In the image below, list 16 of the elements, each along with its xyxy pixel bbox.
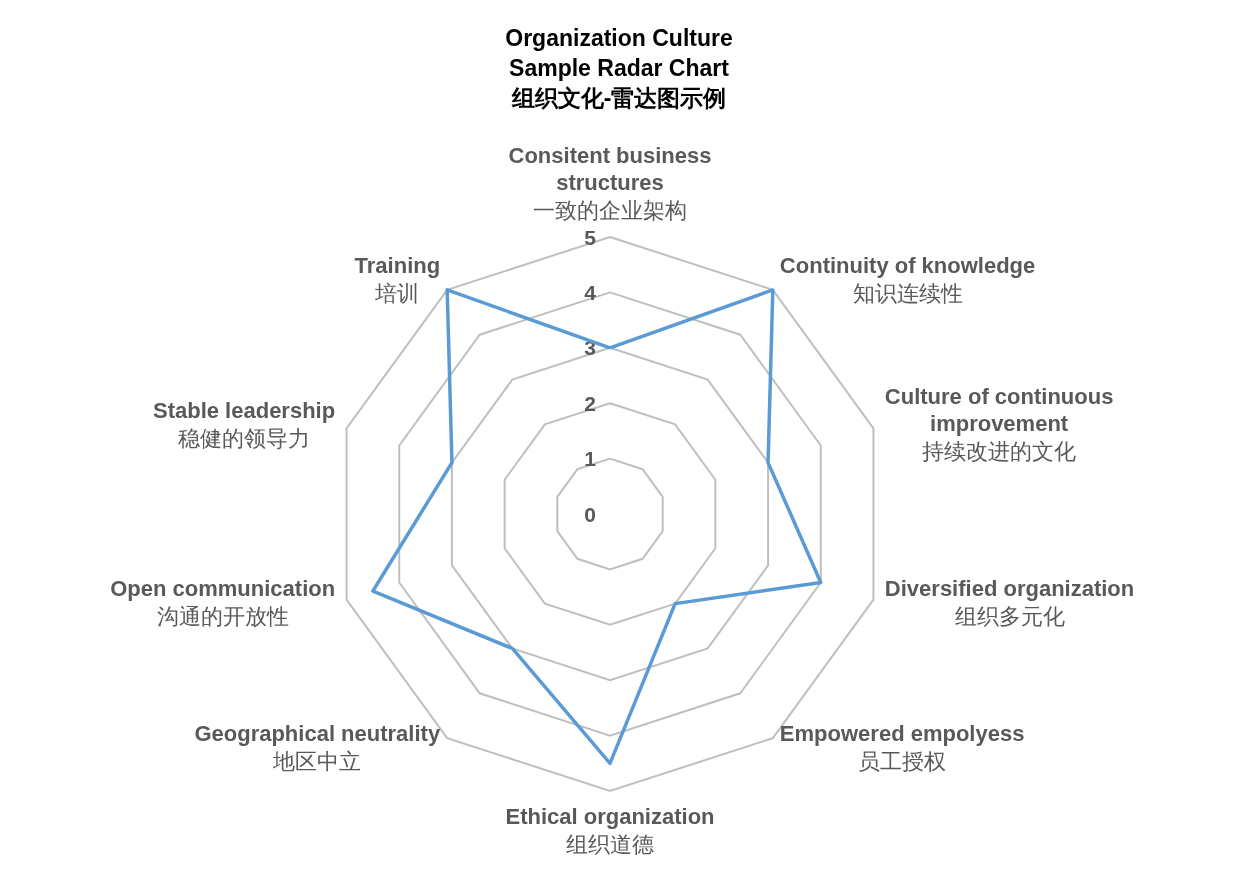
spoke-label: Stable leadership 稳健的领导力: [152, 397, 336, 451]
y-tick-label: 5: [584, 225, 597, 249]
spoke-label: Consitent business structures 一致的企业架构: [508, 143, 712, 223]
y-tick-label: 0: [584, 502, 596, 526]
y-tick-label: 4: [584, 280, 597, 304]
y-tick-label: 2: [584, 391, 596, 415]
spoke-label: Continuity of knowledge 知识连续性: [779, 253, 1036, 307]
spoke-label: Diversified organization 组织多元化: [884, 576, 1135, 630]
spoke-label: Training 培训: [354, 253, 441, 307]
spoke-label: Geographical neutrality 地区中立: [194, 720, 441, 774]
y-tick-label: 1: [584, 447, 597, 471]
spoke-label: Culture of continuous improvement 持续改进的文化: [884, 384, 1114, 465]
spoke-label: Open communication 沟通的开放性: [110, 576, 336, 630]
chart-title: Organization Culture Sample Radar Chart 组织文化-雷达图示例: [505, 25, 733, 111]
spoke-label: Ethical organization 组织道德: [505, 804, 715, 857]
spoke-label: Empowered empolyess 员工授权: [779, 720, 1025, 774]
